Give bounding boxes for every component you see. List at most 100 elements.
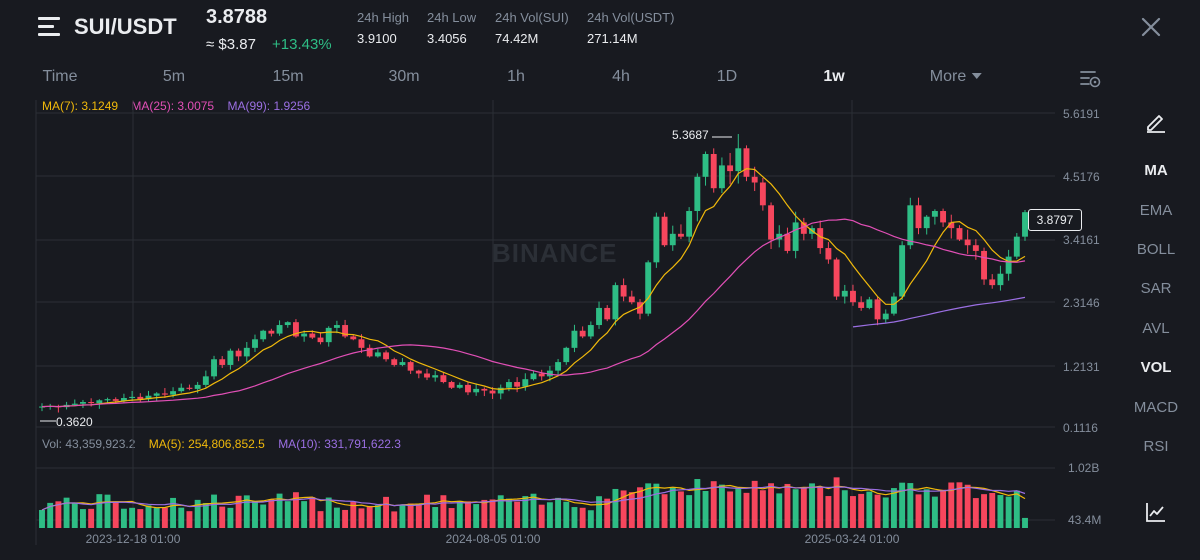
- candle-body: [153, 393, 160, 396]
- candle-body: [96, 400, 103, 404]
- candle-body: [170, 391, 177, 395]
- candle-body: [612, 285, 619, 320]
- volume-bar: [55, 501, 62, 528]
- volume-bar: [235, 495, 242, 528]
- volume-bar: [522, 496, 529, 528]
- volume-bar: [555, 497, 562, 528]
- ma99-legend: MA(99): 1.9256: [227, 99, 311, 113]
- candle-body: [292, 322, 299, 337]
- chart-settings-icon[interactable]: [1078, 68, 1102, 90]
- volume-bar: [678, 491, 684, 528]
- volume-bar: [530, 493, 537, 528]
- volume-axis-label: 1.02B: [1068, 461, 1100, 475]
- volume-bar: [546, 502, 553, 528]
- volume-bar: [268, 499, 275, 528]
- candle-body: [161, 393, 168, 395]
- volume-bar: [923, 489, 930, 528]
- candle-body: [202, 376, 209, 385]
- candle-body: [563, 347, 570, 363]
- tab-1h[interactable]: 1h: [507, 68, 525, 85]
- line-chart-icon[interactable]: [1144, 500, 1168, 524]
- candle-body: [276, 325, 283, 334]
- candle-body: [579, 330, 586, 337]
- volume-bar: [432, 507, 439, 528]
- candle-body: [587, 325, 594, 337]
- volume-bar: [850, 496, 856, 528]
- draw-pen-icon[interactable]: [1144, 110, 1168, 134]
- candle-body: [145, 395, 152, 400]
- candle-body: [505, 382, 512, 388]
- volume-bar: [407, 503, 414, 528]
- tab-1d[interactable]: 1D: [716, 68, 738, 85]
- volume-bar: [358, 508, 365, 528]
- candle-body: [948, 222, 955, 229]
- volume-bar: [940, 489, 947, 528]
- indicator-rsi[interactable]: RSI: [1143, 438, 1169, 455]
- volume-bar: [219, 506, 226, 528]
- candle-body: [243, 347, 250, 357]
- tab-30m[interactable]: 30m: [388, 68, 420, 85]
- volume-bar: [301, 501, 308, 528]
- volume-bar: [841, 490, 848, 528]
- candle-body: [800, 222, 807, 234]
- tab-4h[interactable]: 4h: [612, 68, 630, 85]
- candle-body: [432, 375, 439, 378]
- ma99-line: [852, 296, 1026, 328]
- indicator-ma[interactable]: MA: [1144, 162, 1168, 179]
- usd-price: ≈ $3.87: [206, 36, 256, 53]
- indicator-vol[interactable]: VOL: [1140, 359, 1172, 376]
- volume-bar: [874, 494, 881, 528]
- tab-5m[interactable]: 5m: [162, 68, 186, 85]
- volume-bar: [702, 491, 709, 528]
- volume-bar: [989, 492, 996, 528]
- volume-bar: [1022, 517, 1028, 528]
- volume-bar: [514, 501, 521, 528]
- stat-label-vol-sui: 24h Vol(SUI): [495, 10, 569, 25]
- volume-bar: [956, 482, 963, 528]
- tab-1w[interactable]: 1w: [823, 68, 845, 85]
- volume-bar: [415, 503, 422, 528]
- tab-more[interactable]: More: [930, 68, 983, 86]
- candle-body: [825, 248, 832, 260]
- candle-body: [727, 165, 734, 172]
- indicator-ema[interactable]: EMA: [1139, 202, 1173, 219]
- candle-body: [1022, 212, 1028, 237]
- candle-body: [907, 205, 914, 246]
- volume-bar: [890, 488, 897, 528]
- indicator-sar[interactable]: SAR: [1140, 280, 1172, 297]
- pair-title: SUI/USDT: [74, 14, 177, 39]
- volume-bar: [424, 494, 430, 528]
- candle-body: [301, 333, 308, 337]
- volume-bar: [571, 507, 578, 528]
- indicator-boll[interactable]: BOLL: [1136, 241, 1176, 258]
- volume-bar: [276, 493, 283, 528]
- candle-body: [874, 299, 881, 320]
- stat-label-low: 24h Low: [427, 10, 477, 25]
- volume-bar: [694, 479, 701, 528]
- tab-15m[interactable]: 15m: [272, 68, 304, 85]
- stat-value-vol-usdt: 271.14M: [587, 31, 638, 46]
- last-price: 3.8788: [206, 6, 268, 28]
- candle-body: [178, 387, 185, 392]
- price-axis-label: 3.4161: [1063, 233, 1100, 247]
- candle-body: [637, 302, 643, 314]
- menu-icon[interactable]: [38, 16, 62, 38]
- candle-body: [342, 325, 349, 337]
- volume-bar: [645, 483, 652, 528]
- indicator-avl[interactable]: AVL: [1142, 320, 1170, 337]
- indicator-macd[interactable]: MACD: [1133, 399, 1179, 416]
- volume-bar: [465, 501, 471, 528]
- close-icon[interactable]: [1138, 14, 1164, 40]
- candle-body: [489, 390, 496, 394]
- volume-bar: [243, 495, 250, 528]
- candle-body: [620, 285, 627, 297]
- volume-bar: [440, 495, 447, 528]
- volume-bar: [39, 509, 45, 528]
- volume-bar: [80, 509, 86, 528]
- volume-bar: [137, 509, 144, 528]
- volume-bar: [292, 492, 299, 528]
- tab-time[interactable]: Time: [42, 68, 78, 85]
- volume-bar: [604, 498, 611, 528]
- volume-bar: [907, 483, 914, 528]
